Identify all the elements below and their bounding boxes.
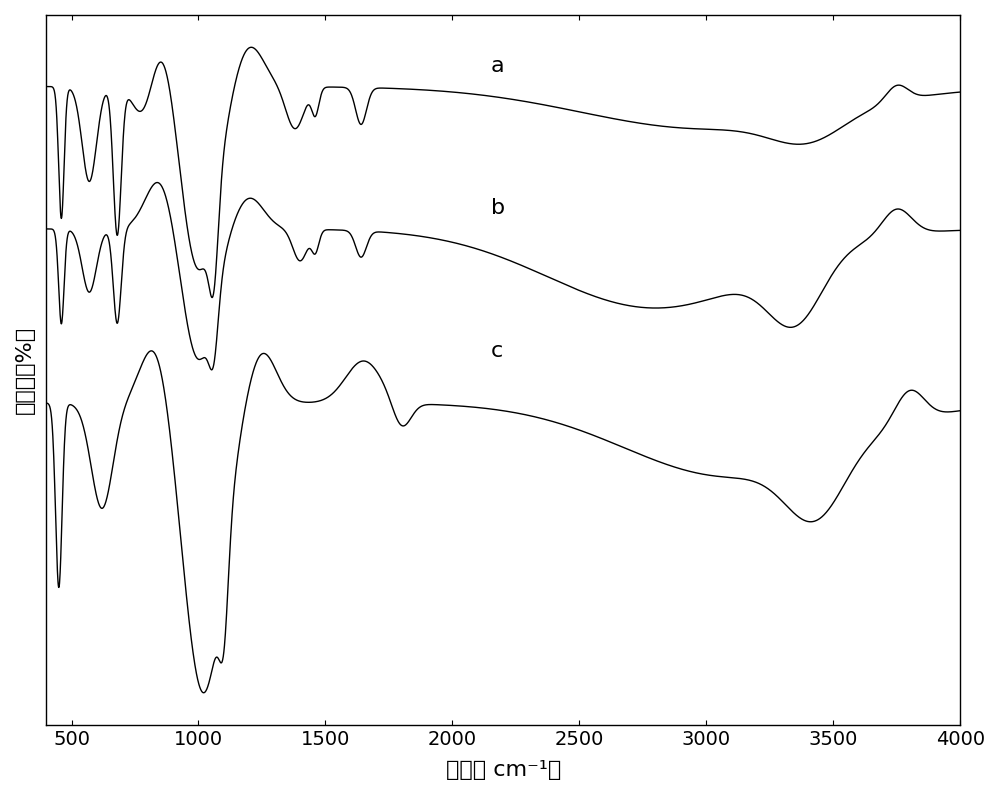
- X-axis label: 波数（ cm⁻¹）: 波数（ cm⁻¹）: [446, 760, 561, 780]
- Y-axis label: 透光率（%）: 透光率（%）: [15, 326, 35, 414]
- Text: a: a: [491, 56, 504, 76]
- Text: b: b: [491, 199, 505, 219]
- Text: c: c: [491, 341, 503, 361]
